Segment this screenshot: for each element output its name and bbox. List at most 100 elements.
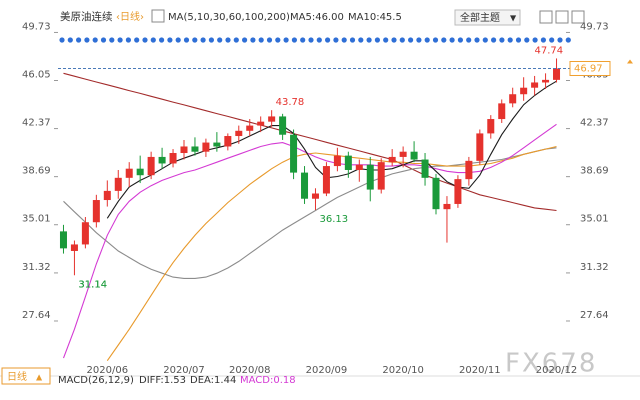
event-marker	[557, 37, 563, 43]
x-tick-label: 2020/10	[382, 365, 424, 376]
event-marker	[466, 37, 472, 43]
ma-line	[63, 147, 557, 279]
event-marker	[449, 37, 455, 43]
candle-body	[542, 79, 550, 83]
settings-icon[interactable]	[151, 9, 165, 23]
extreme-label: 43.78	[276, 97, 305, 108]
candle-body	[311, 193, 319, 199]
watermark: FX678	[505, 349, 597, 379]
event-marker	[374, 37, 380, 43]
candle-body	[498, 103, 506, 120]
candle-body	[158, 156, 166, 164]
x-tick-label: 2020/08	[229, 365, 271, 376]
last-price-label: 46.97	[574, 63, 603, 74]
event-marker	[233, 37, 239, 43]
candle-body	[465, 160, 473, 180]
y-tick-label-left: 42.37	[22, 118, 51, 129]
footer-period: 日线	[7, 370, 27, 383]
candle-body	[454, 179, 462, 204]
event-marker	[67, 37, 73, 43]
candle-body	[301, 172, 309, 199]
candle-body	[377, 162, 385, 190]
toolbar-button[interactable]	[539, 10, 553, 24]
event-marker	[300, 37, 306, 43]
candle-body	[322, 166, 330, 194]
event-marker	[100, 37, 107, 43]
period-label[interactable]: ‹日线›	[116, 10, 144, 23]
event-marker	[432, 37, 439, 43]
footer-period-button[interactable]	[1, 367, 51, 385]
candle-body	[366, 164, 374, 190]
y-tick-label-left: 38.69	[22, 166, 51, 177]
toolbar-button[interactable]	[555, 10, 569, 24]
event-marker	[532, 37, 538, 43]
candle-body	[136, 168, 144, 176]
candle-body	[59, 231, 67, 249]
event-marker	[159, 37, 165, 43]
event-marker	[358, 37, 364, 43]
y-tick-label-right: 38.69	[580, 166, 609, 177]
macd-value: MACD:0.18	[240, 375, 296, 386]
event-marker	[167, 37, 173, 43]
event-marker	[250, 37, 256, 43]
candle-body	[169, 153, 177, 164]
candle-body	[202, 142, 210, 152]
candle-body	[344, 155, 352, 170]
event-marker	[283, 37, 289, 43]
x-tick-label: 2020/07	[163, 365, 205, 376]
event-marker	[333, 37, 339, 43]
candle-body	[399, 151, 407, 157]
event-marker	[92, 37, 98, 43]
event-marker	[142, 37, 148, 43]
event-marker	[117, 37, 123, 43]
candle-body	[432, 177, 440, 210]
candle-body	[125, 168, 133, 178]
event-marker	[424, 37, 430, 43]
candle-body	[410, 151, 418, 160]
x-tick-label: 2020/06	[87, 365, 129, 376]
last-price-tag	[569, 60, 611, 76]
ma-line	[106, 145, 557, 362]
ma-line	[62, 123, 557, 359]
candle-body	[191, 146, 199, 152]
event-marker	[208, 37, 214, 43]
y-tick-label-right: 49.73	[580, 21, 609, 32]
candle-body	[355, 164, 363, 170]
candle-body	[180, 146, 188, 154]
y-tick-label-right: 42.37	[580, 118, 609, 129]
dropdown-arrow: ▼	[510, 14, 517, 23]
candle-body	[103, 190, 111, 201]
candle-body	[520, 87, 528, 95]
y-tick-label-right: 31.32	[580, 262, 609, 273]
y-tick-label-right: 35.01	[580, 214, 609, 225]
event-marker	[134, 37, 140, 43]
candle-body	[487, 119, 495, 134]
event-marker	[192, 37, 198, 43]
indicator-label: MA(5,10,30,60,100,200)	[168, 12, 290, 23]
event-marker	[524, 37, 530, 43]
extreme-label: 31.14	[78, 279, 107, 290]
event-marker	[482, 37, 488, 43]
event-marker	[515, 37, 522, 43]
x-tick-label: 2020/11	[459, 365, 501, 376]
theme-dropdown[interactable]	[454, 9, 521, 26]
y-tick-label-left: 27.64	[22, 310, 51, 321]
ma-line	[63, 72, 557, 212]
event-marker	[308, 37, 314, 43]
event-marker	[491, 37, 497, 43]
event-marker	[366, 37, 372, 43]
candle-body	[235, 130, 243, 137]
extreme-label: 47.74	[535, 45, 564, 56]
candle-body	[114, 177, 122, 191]
event-marker	[499, 37, 505, 43]
event-marker	[399, 37, 405, 43]
candle-body	[70, 244, 78, 251]
event-marker	[76, 37, 82, 43]
event-marker	[383, 37, 389, 43]
candle-body	[476, 133, 484, 161]
toolbar-button[interactable]	[571, 10, 585, 24]
y-tick-label-right: 27.64	[580, 310, 609, 321]
event-marker	[457, 37, 463, 43]
candle-body	[509, 94, 517, 104]
